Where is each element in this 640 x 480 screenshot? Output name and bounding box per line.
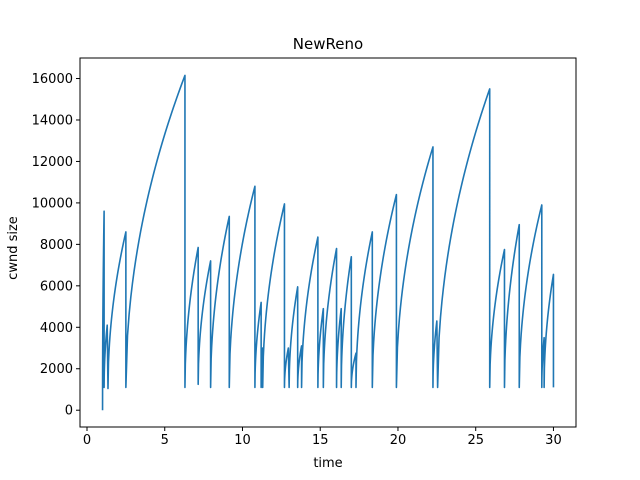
x-tick-label: 0 (83, 433, 91, 448)
y-tick-label: 8000 (40, 238, 73, 253)
x-tick-label: 10 (234, 433, 251, 448)
x-tick-label: 30 (545, 433, 562, 448)
plot-frame (79, 57, 577, 428)
y-tick-label: 12000 (32, 155, 73, 170)
x-tick-label: 25 (467, 433, 484, 448)
y-axis-title: cwnd size (6, 216, 21, 280)
axis-layer: 0 5 10 15 20 25 30 0 2000 4000 6000 8000 10000 12000 1… (32, 57, 577, 448)
x-tick-label: 5 (161, 433, 169, 448)
y-tick-label: 4000 (40, 321, 73, 336)
plot-layer (101, 74, 555, 411)
y-tick-label: 0 (65, 404, 73, 419)
x-axis-title: time (313, 456, 342, 471)
y-tick-label: 6000 (40, 279, 73, 294)
series-line-0 (101, 74, 555, 411)
x-tick-label: 15 (312, 433, 329, 448)
x-tick-label: 20 (390, 433, 407, 448)
chart-title: NewReno (293, 35, 363, 53)
y-tick-label: 14000 (32, 113, 73, 128)
y-tick-label: 16000 (32, 72, 73, 87)
y-tick-label: 2000 (40, 362, 73, 377)
y-tick-label: 10000 (32, 196, 73, 211)
